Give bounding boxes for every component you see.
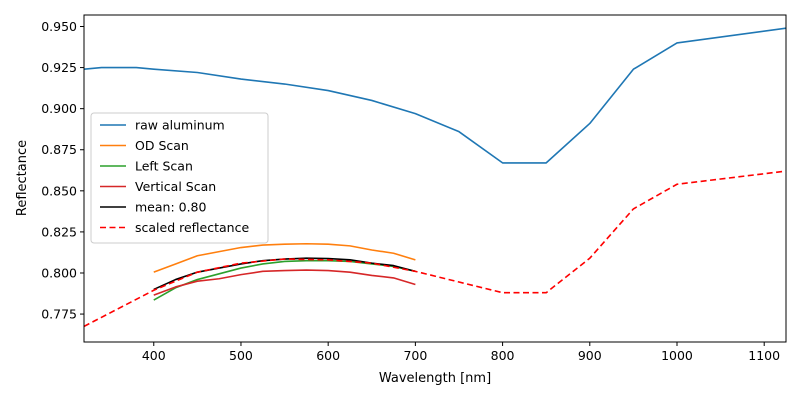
x-axis-label: Wavelength [nm]: [379, 371, 491, 386]
legend-entry-label: OD Scan: [135, 138, 189, 153]
x-tick-label: 900: [578, 348, 602, 363]
plot-frame: [83, 14, 787, 343]
series-line-vertical-scan: [153, 269, 416, 296]
y-tick-label: 0.875: [41, 142, 77, 157]
legend-entry-label: Vertical Scan: [135, 179, 216, 194]
y-tick-label: 0.850: [41, 183, 77, 198]
y-tick-label: 0.825: [41, 224, 77, 239]
y-tick-label: 0.925: [41, 60, 77, 75]
x-tick-label: 1000: [661, 348, 693, 363]
y-tick-label: 0.800: [41, 265, 77, 280]
x-axis: 400 500 600 700 800 900 1000 1100: [142, 342, 780, 363]
legend-box: [90, 112, 269, 244]
series-line-left-scan: [153, 259, 416, 301]
legend-entry-label: scaled reflectance: [135, 220, 249, 235]
y-tick-label: 0.775: [41, 307, 77, 322]
y-tick-label: 0.950: [41, 19, 77, 34]
legend-entry-label: Left Scan: [135, 159, 193, 174]
series-line-raw-aluminum: [84, 27, 786, 164]
x-tick-label: 500: [229, 348, 253, 363]
x-tick-label: 400: [142, 348, 166, 363]
y-axis: 0.775 0.800 0.825 0.850 0.875 0.900 0.925 0.950: [41, 19, 84, 322]
series-line-od-scan: [153, 242, 416, 273]
x-tick-label: 1100: [748, 348, 780, 363]
series-layer: [84, 27, 786, 328]
x-tick-label: 800: [491, 348, 515, 363]
series-line-scaled-reflectance: [84, 170, 786, 328]
y-tick-label: 0.900: [41, 101, 77, 116]
y-axis-label: Reflectance: [15, 140, 30, 216]
x-tick-label: 600: [316, 348, 340, 363]
legend-entry-label: mean: 0.80: [135, 200, 207, 215]
plot-area: [84, 27, 786, 328]
legend-entry-label: raw aluminum: [135, 118, 225, 133]
legend: raw aluminum OD Scan Left Scan Vertical Sca…: [90, 112, 269, 244]
x-tick-label: 700: [403, 348, 427, 363]
